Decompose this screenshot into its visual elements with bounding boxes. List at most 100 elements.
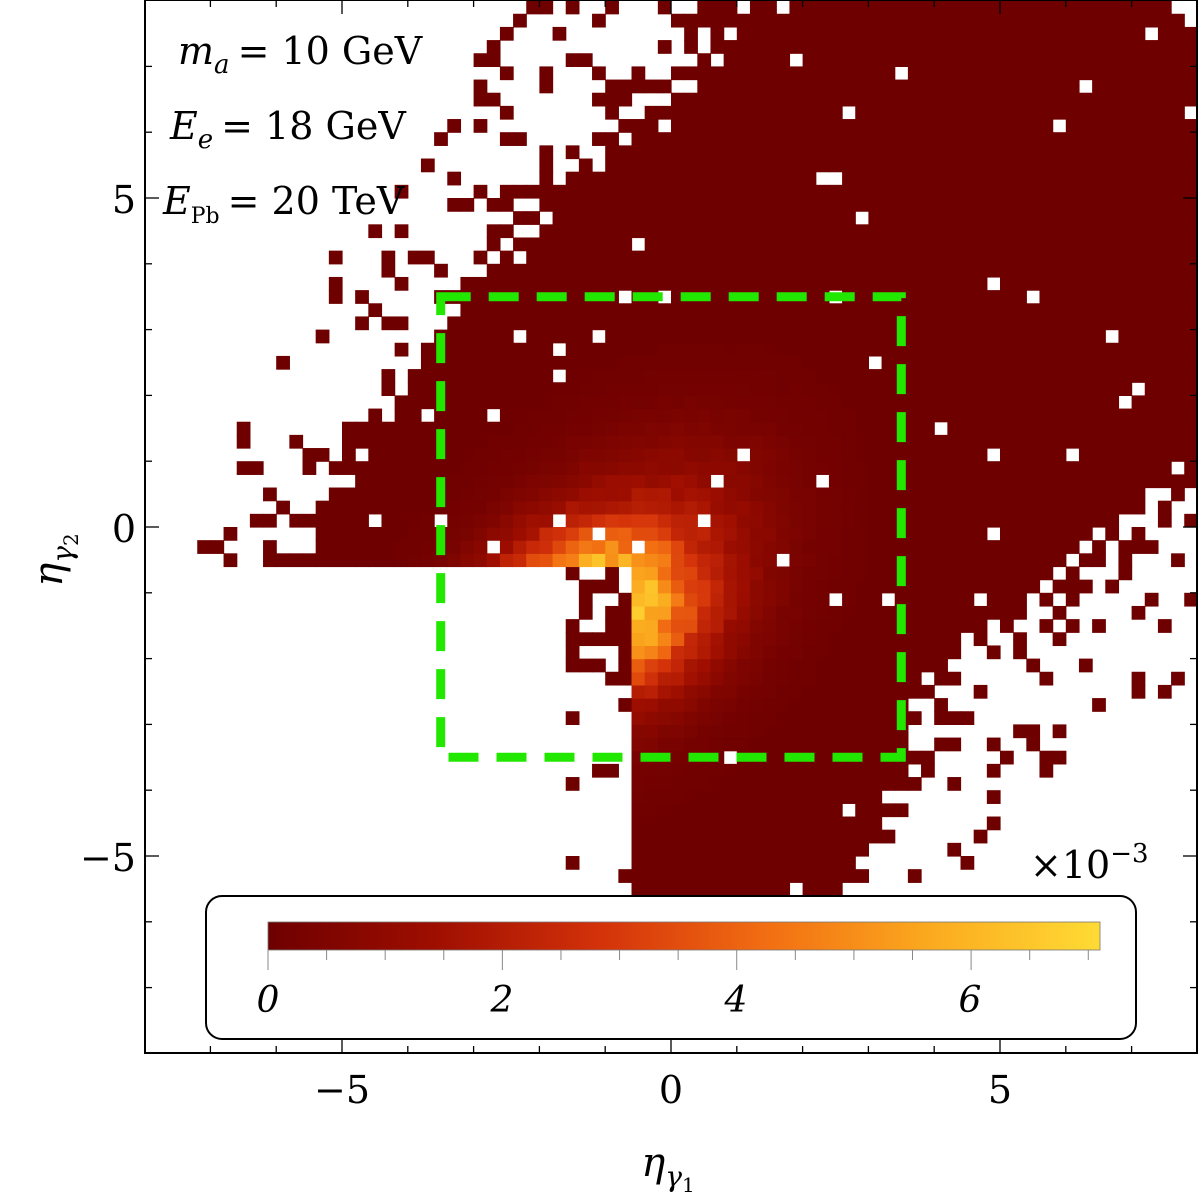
heatmap-bin [526, 290, 540, 304]
heatmap-bin [710, 882, 725, 897]
heatmap-bin [684, 856, 698, 870]
heatmap-bin [881, 434, 896, 449]
heatmap-bin [1171, 66, 1185, 81]
heatmap-bin [1013, 224, 1027, 239]
heatmap-bin [644, 579, 659, 594]
heatmap-bin [578, 553, 593, 568]
heatmap-bin [947, 66, 962, 81]
heatmap-bin [671, 276, 685, 291]
heatmap-bin [592, 224, 606, 239]
heatmap-bin [710, 171, 725, 186]
heatmap-bin [776, 369, 791, 383]
heatmap-bin [815, 711, 830, 725]
heatmap-bin [644, 145, 659, 160]
heatmap-bin [1052, 408, 1067, 423]
heatmap-bin [657, 434, 672, 449]
heatmap-bin [486, 329, 501, 344]
heatmap-bin [671, 829, 685, 844]
heatmap-bin [263, 553, 277, 568]
heatmap-bin [671, 527, 685, 541]
heatmap-bin [1171, 263, 1185, 278]
heatmap-bin [394, 461, 409, 475]
heatmap-bin [473, 527, 488, 541]
heatmap-bin [1105, 198, 1120, 212]
heatmap-bin [1184, 303, 1197, 318]
heatmap-bin [934, 671, 948, 686]
heatmap-bin [684, 145, 698, 160]
heatmap-bin [802, 448, 817, 462]
heatmap-bin [736, 540, 751, 554]
heatmap-bin [1013, 645, 1027, 660]
heatmap-bin [1039, 329, 1054, 344]
heatmap-bin [605, 329, 619, 344]
heatmap-bin [368, 421, 383, 436]
heatmap-bin [592, 13, 606, 28]
heatmap-bin [526, 237, 540, 252]
heatmap-bin [1078, 448, 1093, 462]
heatmap-bin [539, 250, 554, 265]
heatmap-bin [565, 500, 580, 515]
heatmap-bin [684, 684, 698, 699]
heatmap-bin [749, 382, 764, 396]
heatmap-bin [1184, 355, 1197, 370]
heatmap-bin [881, 461, 896, 475]
heatmap-bin [1184, 53, 1197, 67]
heatmap-bin [802, 0, 817, 15]
heatmap-bin [723, 553, 738, 568]
heatmap-bin [657, 224, 672, 239]
heatmap-bin [539, 184, 554, 199]
heatmap-bin [1171, 342, 1185, 357]
heatmap-bin [815, 395, 830, 410]
heatmap-bin [986, 474, 1001, 489]
heatmap-bin [723, 461, 738, 475]
heatmap-bin [802, 224, 817, 239]
heatmap-bin [1144, 421, 1159, 436]
heatmap-bin [631, 158, 646, 173]
heatmap-bin [618, 198, 633, 212]
heatmap-bin [907, 434, 922, 449]
heatmap-bin [407, 461, 422, 475]
heatmap-bin [631, 316, 646, 331]
heatmap-bin [1092, 355, 1106, 370]
heatmap-bin [749, 790, 764, 804]
heatmap-bin [789, 421, 804, 436]
heatmap-bin [499, 461, 514, 475]
heatmap-bin [1144, 184, 1159, 199]
heatmap-bin [973, 40, 988, 54]
heatmap-bin [447, 382, 462, 396]
heatmap-bin [960, 105, 975, 120]
heatmap-bin [749, 119, 764, 133]
heatmap-bin [1078, 145, 1093, 160]
heatmap-bin [473, 500, 488, 515]
heatmap-bin [907, 119, 922, 133]
heatmap-bin [776, 105, 791, 120]
heatmap-bin [605, 211, 619, 225]
heatmap-bin [1078, 395, 1093, 410]
heatmap-bin [657, 816, 672, 831]
heatmap-bin [1000, 211, 1014, 225]
heatmap-bin [947, 329, 962, 344]
heatmap-bin [1118, 158, 1133, 173]
heatmap-bin [881, 158, 896, 173]
heatmap-bin [1171, 382, 1185, 396]
heatmap-bin [684, 26, 698, 41]
heatmap-bin [855, 171, 869, 186]
heatmap-bin [815, 566, 830, 581]
heatmap-bin [1184, 592, 1197, 607]
heatmap-bin [1105, 500, 1120, 515]
heatmap-bin [355, 500, 369, 515]
heatmap-bin [710, 619, 725, 633]
heatmap-bin [1039, 592, 1054, 607]
heatmap-bin [657, 763, 672, 778]
heatmap-bin [1026, 566, 1041, 581]
heatmap-bin [1013, 92, 1027, 107]
heatmap-bin [1000, 184, 1014, 199]
heatmap-bin [960, 619, 975, 633]
heatmap-bin [868, 645, 883, 660]
heatmap-bin [1157, 408, 1172, 423]
heatmap-bin [1078, 342, 1093, 357]
heatmap-bin [420, 487, 435, 502]
heatmap-bin [749, 26, 764, 41]
heatmap-bin [1184, 329, 1197, 344]
heatmap-bin [1157, 92, 1172, 107]
